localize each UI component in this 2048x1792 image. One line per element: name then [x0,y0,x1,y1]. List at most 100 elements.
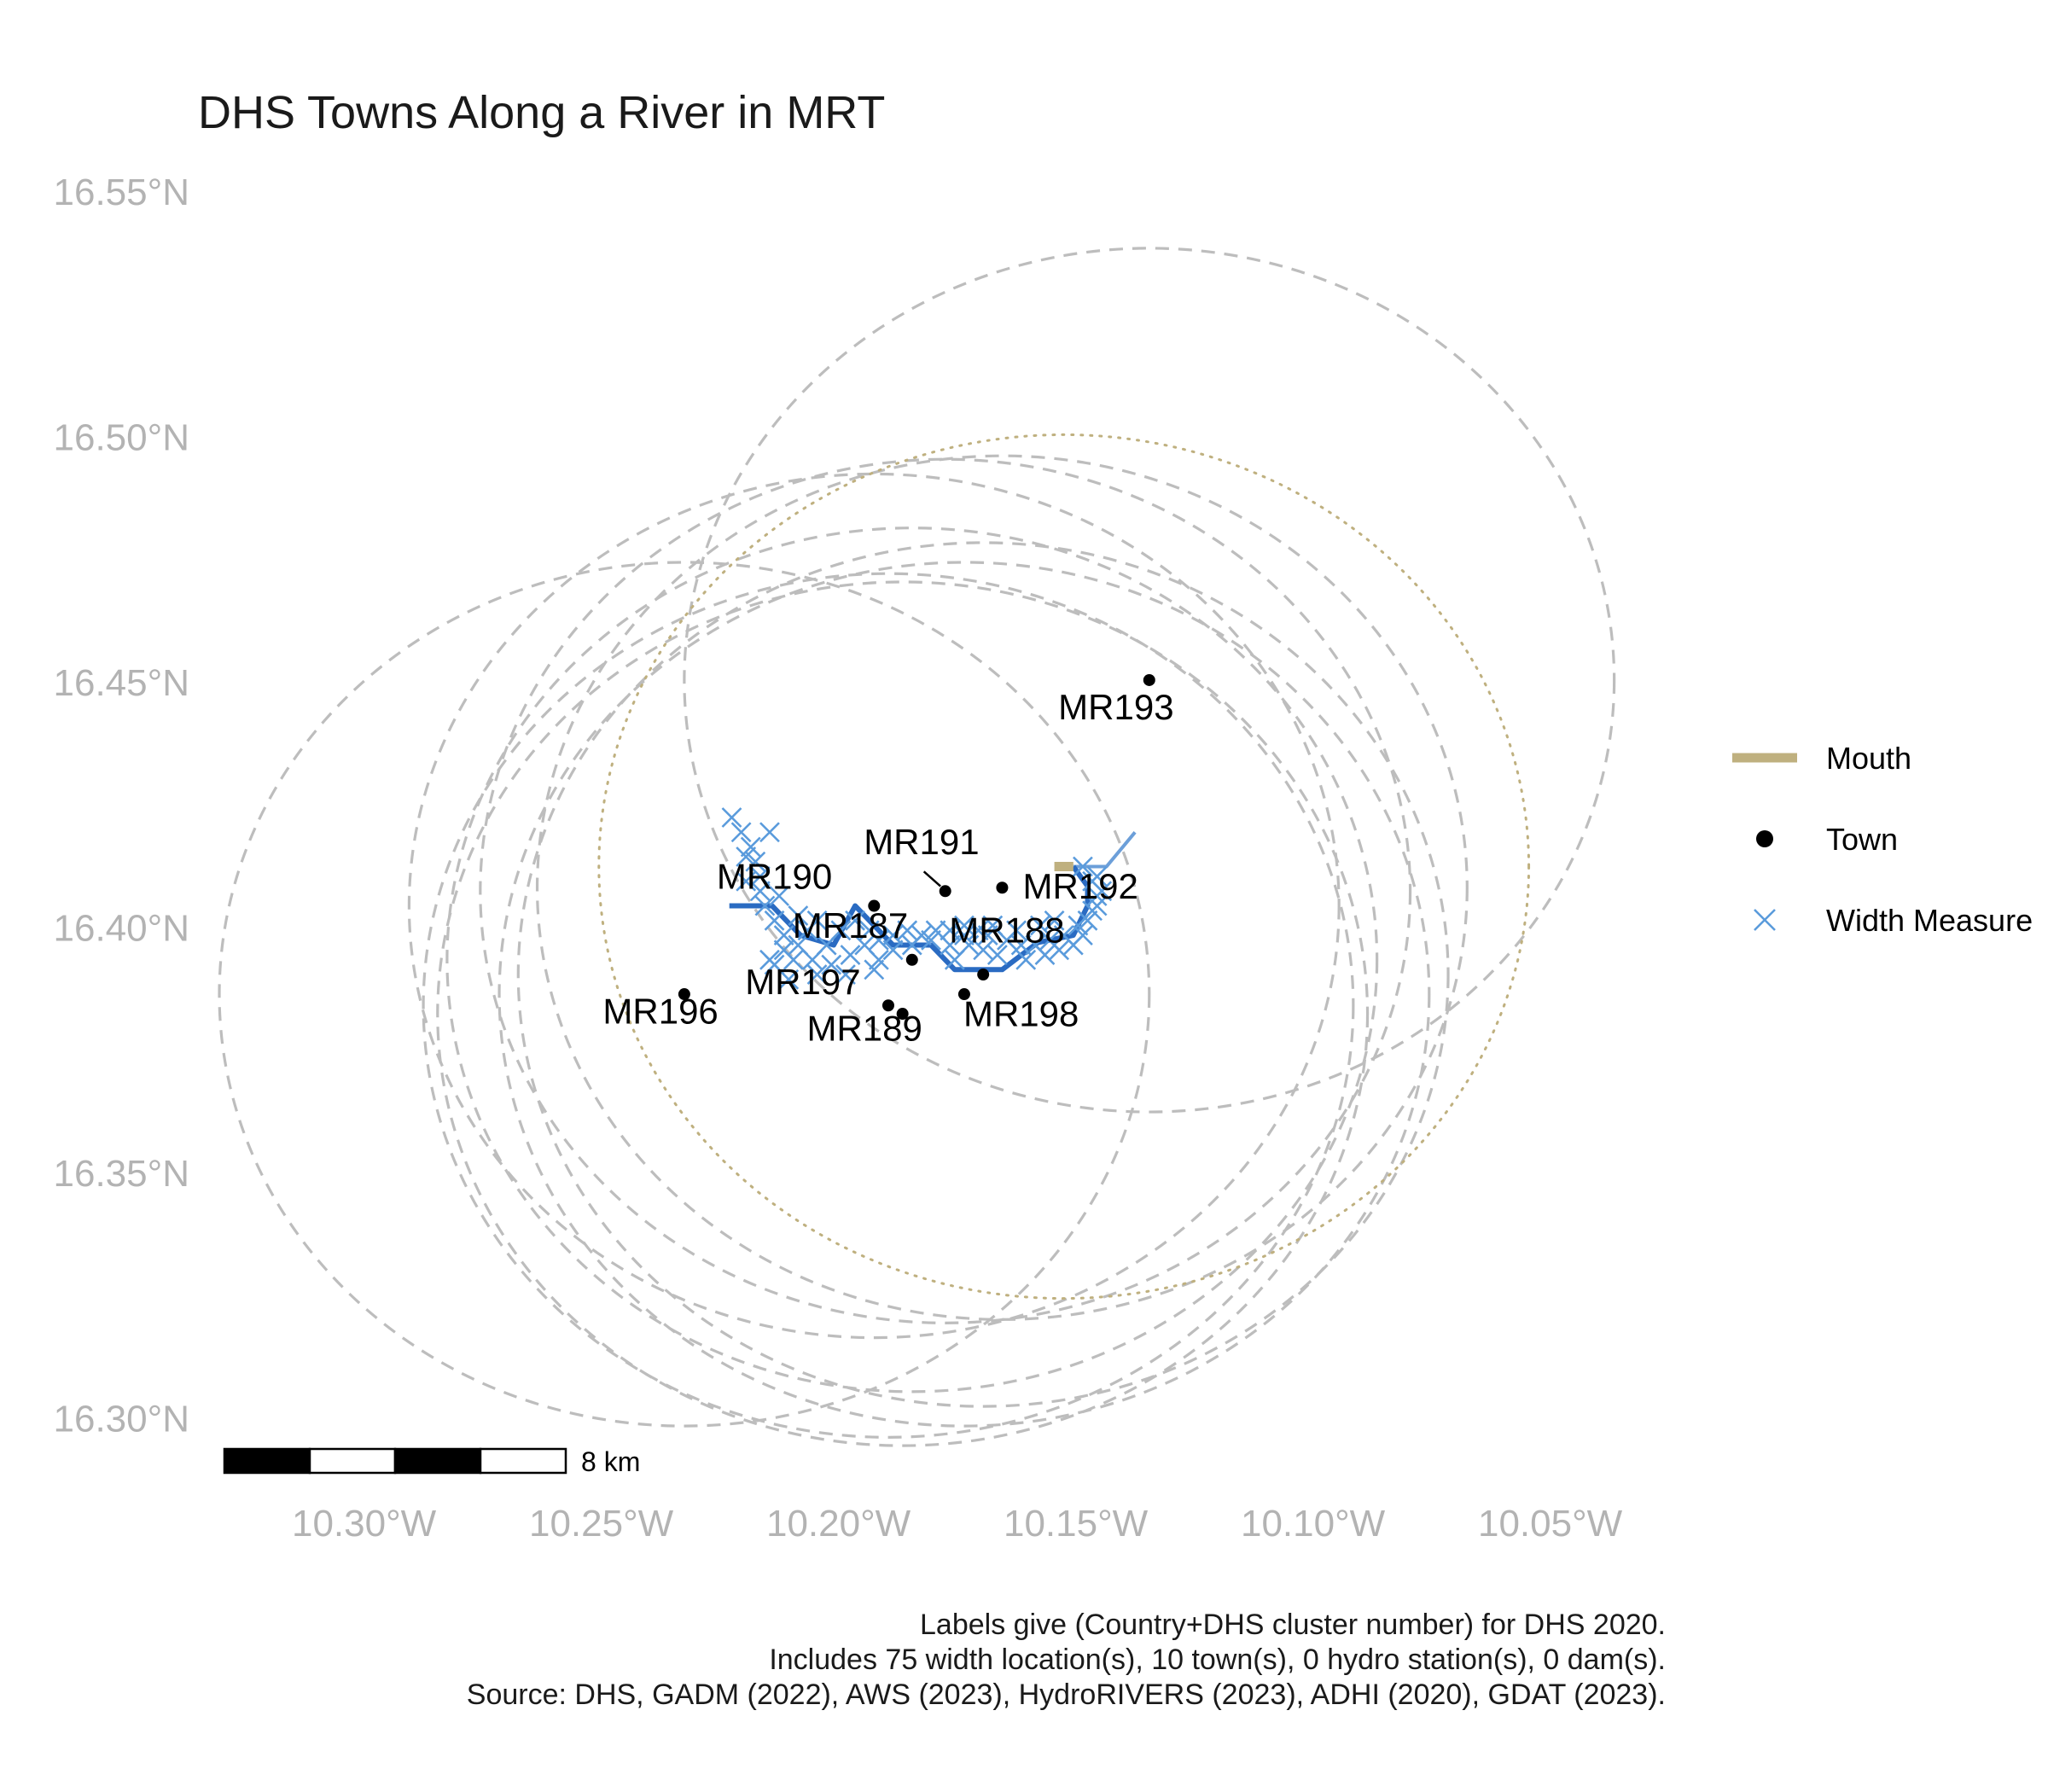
scale-bar-segment-0 [223,1447,311,1475]
width-measure-61 [736,870,757,892]
width-measure-56 [1073,925,1093,945]
town-point-MR192 [996,881,1009,894]
scale-bar-segment-2 [393,1447,482,1475]
town-point-MR198 [957,988,970,1001]
legend-label: Width Measure [1826,903,2033,938]
width-measure-39 [986,945,1008,965]
town-point-MR191 [939,885,951,898]
width-measure-2 [740,836,761,858]
width-measure-46 [882,940,904,961]
town-label-MR187: MR187 [793,905,908,945]
width-measure-14 [840,945,861,965]
map-title: DHS Towns Along a River in MRT [198,87,885,138]
town-point-MR187 [905,953,918,966]
buffer-circle-1 [218,561,1151,1428]
width-measure-22 [954,925,975,945]
width-measure-54 [1049,940,1070,961]
width-measure-3 [745,851,766,872]
x-tick-label: 10.25°W [529,1503,674,1545]
width-measure-8 [773,925,794,945]
width-measure-51 [977,925,998,945]
town-point-MR196 [678,988,690,1001]
width-measure-45 [858,920,880,941]
width-measure-0 [721,807,742,828]
width-measure-4 [749,866,771,887]
x-axis-ticks: 10.30°W 10.25°W 10.20°W 10.15°W 10.10°W 10.05… [292,1503,1623,1545]
width-measures [721,807,1113,990]
width-measure-40 [788,934,809,956]
width-measure-1 [730,822,752,843]
town-point-MR190 [868,899,881,912]
caption-line-0: Labels give (Country+DHS cluster number)… [920,1609,1666,1641]
buffer-circle-2 [407,472,1341,1340]
width-measure-73 [944,949,965,970]
x-tick-label: 10.10°W [1241,1503,1386,1545]
width-measure-74 [954,915,975,936]
town-point-MR188 [977,969,990,981]
buffer-circle-5 [436,580,1370,1447]
width-measure-63 [788,905,809,926]
width-measure-64 [806,910,828,931]
width-measure-66 [759,949,780,970]
width-measure-5 [749,881,771,902]
width-measure-11 [783,949,804,970]
legend: Mouth Town Width Measure [1732,741,2033,938]
width-measure-37 [864,959,885,980]
width-measure-71 [1086,866,1108,887]
width-measure-72 [868,949,889,970]
width-measure-60 [736,847,757,867]
leader-line-0 [922,870,941,887]
width-measure-62 [769,886,790,906]
width-measure-34 [1073,856,1093,877]
width-measure-35 [806,964,828,985]
width-measure-53 [1034,945,1056,965]
town-label-MR188: MR188 [949,911,1064,951]
width-measure-44 [845,910,865,931]
scale-bar-segment-3 [479,1447,567,1475]
width-measure-68 [1029,915,1050,936]
scale-bar-segment-1 [308,1447,397,1475]
width-measure-47 [901,934,922,956]
width-measure-7 [764,910,785,931]
buffer-circle-6 [479,457,1412,1324]
width-measure-70 [1091,881,1113,902]
legend-label: Town [1826,822,1898,857]
x-tick-label: 10.15°W [1004,1503,1149,1545]
width-measure-18 [897,920,918,941]
town-label-MR191: MR191 [864,822,979,862]
width-measure-36 [835,964,856,985]
y-tick-label: 16.50°N [54,416,189,458]
caption-line-2: Source: DHS, GADM (2022), AWS (2023), Hy… [467,1679,1666,1711]
town-label-MR196: MR196 [602,992,718,1032]
width-measure-58 [1086,895,1108,916]
buffer-circle-4 [516,541,1450,1408]
width-measure-21 [940,920,961,941]
town-points [678,673,1155,1021]
y-axis-ticks: 16.55°N 16.50°N 16.45°N 16.40°N 16.35°N 16.30… [54,172,189,1440]
town-point-MR193 [1143,673,1155,686]
buffer-circle-8 [422,572,1355,1439]
town-labels: MR187 MR188 MR189 MR190 MR191 MR192 MR193 MR196… [602,687,1173,1049]
buffer-circle-9 [497,561,1431,1428]
width-measure-43 [830,920,852,941]
width-measure-26 [1010,934,1032,956]
width-measure-65 [778,969,800,990]
town-label-MR190: MR190 [717,856,832,896]
width-measure-38 [973,940,994,961]
width-measure-6 [754,895,776,916]
width-measure-13 [821,954,842,975]
town-point-MR189 [896,1008,909,1021]
width-measure-17 [882,925,904,945]
legend-label: Mouth [1826,741,1911,776]
width-measure-67 [1015,949,1037,970]
town-label-MR198: MR198 [963,993,1079,1033]
y-tick-label: 16.35°N [54,1153,189,1195]
width-measure-48 [921,929,941,951]
town-label-MR197: MR197 [745,962,860,1002]
width-measure-57 [1077,910,1098,931]
width-measure-23 [968,920,989,941]
width-measure-69 [1044,910,1065,931]
buffer-circle-7 [535,454,1469,1321]
scale-bar-label: 8 km [581,1446,640,1477]
